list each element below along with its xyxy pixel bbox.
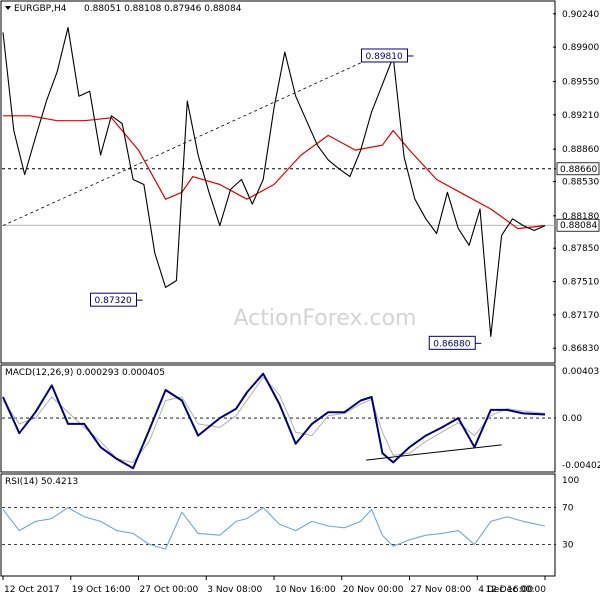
annotation-label: 0.89810	[366, 52, 403, 62]
rsi-levels	[2, 507, 556, 545]
x-tick-label: 12 Oct 2017	[4, 585, 60, 595]
price-tag-box	[556, 218, 600, 232]
price-tick-label: 0.90240	[562, 10, 599, 20]
macd-signal-line	[2, 376, 546, 463]
ohlc-values: 0.88051 0.88108 0.87946 0.88084	[84, 4, 242, 14]
rsi-axis: 100 70 30	[562, 476, 579, 550]
macd-tick-label: 0.00403	[562, 367, 599, 377]
x-tick-label: 27 Oct 00:00	[140, 585, 199, 595]
symbol-timeframe: EURGBP,H4	[14, 4, 67, 14]
price-tag-label: 0.88660	[560, 165, 597, 175]
price-tag-label: 0.88084	[560, 221, 597, 231]
macd-support-trendline	[366, 444, 502, 461]
price-annotations: 0.89810 0.87320 0.86880	[90, 48, 482, 350]
rsi-tick-label: 100	[562, 476, 579, 486]
price-tick-label: 0.89900	[562, 43, 599, 53]
macd-title: MACD(12,26,9) 0.000293 0.000405	[5, 368, 165, 378]
chart-header: EURGBP,H4 0.88051 0.88108 0.87946 0.8808…	[5, 4, 242, 14]
macd-panel-frame	[0, 364, 556, 473]
macd-line	[2, 372, 546, 470]
moving-average	[3, 115, 546, 230]
price-horizontal-lines	[2, 168, 556, 226]
price-tick-label: 0.87510	[562, 278, 599, 288]
x-tick-label: 4 Dec 16:00	[478, 585, 533, 595]
price-axis: 0.90240 0.89900 0.89550 0.89210 0.88860 0.885…	[553, 10, 599, 354]
x-tick-label: 20 Nov 00:00	[343, 585, 404, 595]
annotation-label: 0.87320	[95, 296, 132, 306]
annotation-label: 0.86880	[433, 339, 470, 349]
x-tick-label: 10 Nov 16:00	[275, 585, 336, 595]
price-tick-label: 0.88180	[562, 212, 599, 222]
price-tick-label: 0.87850	[562, 244, 599, 254]
macd-tick-label: 0.00	[562, 414, 582, 424]
price-labels: 0.88660 0.88084	[556, 162, 600, 232]
x-tick-label: 27 Nov 08:00	[411, 585, 472, 595]
rsi-series	[2, 507, 546, 550]
rsi-line	[2, 507, 546, 550]
price-tick-label: 0.86830	[562, 344, 599, 354]
rsi-panel-frame	[0, 473, 556, 577]
rsi-title: RSI(14) 50.4213	[5, 477, 78, 487]
watermark: ActionForex.com	[234, 306, 417, 331]
price-tick-label: 0.89550	[562, 77, 599, 87]
time-axis: 12 Oct 2017 19 Oct 16:00 27 Oct 00:00 3 Nov…	[2, 576, 546, 595]
rsi-tick-label: 30	[562, 540, 574, 550]
x-tick-label: 19 Oct 16:00	[72, 585, 131, 595]
macd-main	[2, 372, 546, 470]
macd-trendline	[366, 444, 502, 461]
price-tag-box	[556, 162, 600, 176]
x-tick-label: 3 Nov 08:00	[207, 585, 262, 595]
close-price-line	[2, 26, 546, 338]
rsi-tick-label: 70	[562, 504, 574, 514]
moving-average-line	[3, 115, 546, 230]
x-tick-label: 12 Dec 00:00	[485, 585, 546, 595]
dropdown-triangle-icon[interactable]	[5, 6, 11, 10]
price-tick-label: 0.87170	[562, 311, 599, 321]
price-tick-label: 0.88530	[562, 178, 599, 188]
macd-signal	[2, 376, 546, 463]
price-tick-label: 0.88860	[562, 145, 599, 155]
price-series	[2, 26, 546, 338]
price-tick-label: 0.89210	[562, 111, 599, 121]
